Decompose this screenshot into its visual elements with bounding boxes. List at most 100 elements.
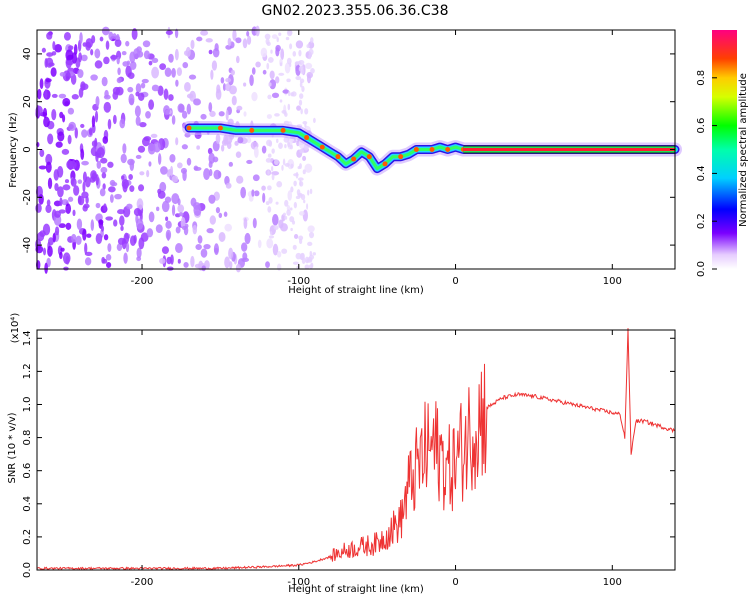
noise-speck — [252, 217, 257, 229]
noise-speck — [236, 105, 243, 111]
noise-speck — [171, 204, 176, 216]
noise-speck — [255, 25, 260, 37]
noise-speck — [207, 147, 213, 155]
noise-speck — [169, 154, 176, 163]
noise-speck — [289, 207, 293, 211]
noise-speck — [313, 117, 316, 124]
noise-speck — [62, 252, 71, 265]
noise-speck — [235, 55, 240, 64]
noise-speck — [278, 219, 284, 229]
noise-speck — [139, 122, 147, 128]
noise-speck — [107, 118, 112, 130]
noise-speck — [39, 230, 46, 237]
noise-speck — [134, 105, 141, 118]
noise-speck — [163, 105, 170, 116]
noise-speck — [290, 186, 294, 193]
colorbar-tick-label: 0.4 — [696, 165, 707, 181]
noise-speck — [289, 43, 293, 50]
snr-panel: -200 -100 0 100 0.0 0.2 0.4 0.6 0.8 1.0 1.2 1.4 Hei… — [7, 313, 676, 595]
noise-speck — [103, 94, 111, 100]
noise-speck — [120, 153, 127, 164]
noise-speck — [165, 220, 172, 229]
noise-speck — [148, 60, 153, 66]
noise-speck — [251, 67, 256, 75]
colorbar-ticks: 0.0 0.2 0.4 0.6 0.8 — [696, 70, 717, 277]
noise-speck — [304, 163, 313, 173]
noise-speck — [278, 142, 283, 149]
trace-peak — [319, 144, 325, 150]
noise-speck — [90, 49, 94, 56]
noise-speck — [71, 233, 77, 243]
noise-speck — [65, 49, 74, 62]
colorbar-tick-label: 0.8 — [696, 70, 707, 86]
noise-speck — [298, 235, 304, 241]
trace-peak — [366, 154, 372, 160]
noise-speck — [175, 243, 183, 254]
noise-speck — [148, 161, 152, 167]
noise-speck — [186, 93, 194, 99]
noise-speck — [46, 52, 54, 57]
spectrogram-x-label: Height of straight line (km) — [288, 285, 424, 296]
noise-speck — [166, 256, 172, 265]
noise-speck — [121, 175, 125, 180]
noise-speck — [203, 243, 211, 250]
noise-speck — [291, 91, 297, 97]
noise-speck — [126, 203, 133, 210]
noise-speck — [39, 149, 45, 157]
noise-speck — [45, 161, 52, 173]
noise-speck — [102, 258, 108, 264]
noise-speck — [276, 263, 282, 271]
noise-speck — [85, 41, 91, 51]
noise-speck — [278, 32, 282, 37]
noise-speck — [271, 34, 278, 39]
noise-speck — [139, 171, 145, 176]
noise-speck — [105, 40, 110, 50]
snr-ticks: -200 -100 0 100 0.0 0.2 0.4 0.6 0.8 1.0 1.2 1.4 — [22, 330, 675, 588]
colorbar-tick-label: 0.0 — [696, 261, 707, 277]
noise-speck — [266, 41, 271, 46]
snr-x-label: Height of straight line (km) — [288, 584, 424, 595]
noise-speck — [125, 242, 130, 253]
noise-speck — [266, 238, 274, 249]
noise-speck — [200, 248, 208, 258]
snr-scale-note: (x10⁴) — [10, 313, 21, 344]
noise-speck — [221, 144, 225, 152]
noise-speck — [101, 76, 108, 87]
noise-speck — [285, 36, 290, 41]
noise-speck — [103, 234, 109, 241]
trace-peak — [186, 125, 192, 131]
noise-speck — [176, 67, 182, 77]
noise-speck — [116, 243, 123, 251]
noise-speck — [136, 247, 142, 259]
noise-speck — [114, 39, 122, 47]
noise-speck — [308, 264, 314, 269]
noise-speck — [298, 211, 305, 216]
noise-speck — [141, 78, 149, 84]
noise-speck — [165, 216, 169, 221]
noise-speck — [143, 136, 152, 142]
noise-speck — [271, 92, 280, 99]
noise-speck — [307, 225, 315, 233]
noise-speck — [159, 181, 167, 193]
noise-speck — [58, 93, 67, 99]
noise-speck — [262, 192, 266, 203]
y-tick-label: 0 — [22, 146, 33, 152]
noise-speck — [160, 166, 168, 175]
noise-speck — [267, 206, 272, 213]
noise-speck — [272, 214, 279, 226]
noise-speck — [76, 218, 83, 230]
noise-speck — [165, 30, 173, 35]
noise-speck — [294, 61, 299, 66]
noise-speck — [157, 153, 162, 165]
colorbar-tick-label: 0.6 — [696, 118, 707, 134]
noise-speck — [47, 177, 53, 190]
noise-speck — [119, 215, 125, 227]
noise-speck — [281, 248, 288, 254]
noise-speck — [270, 49, 273, 54]
noise-speck — [72, 209, 76, 217]
noise-speck — [243, 82, 247, 87]
noise-speck — [116, 77, 122, 84]
noise-speck — [64, 179, 70, 184]
noise-speck — [91, 140, 98, 148]
